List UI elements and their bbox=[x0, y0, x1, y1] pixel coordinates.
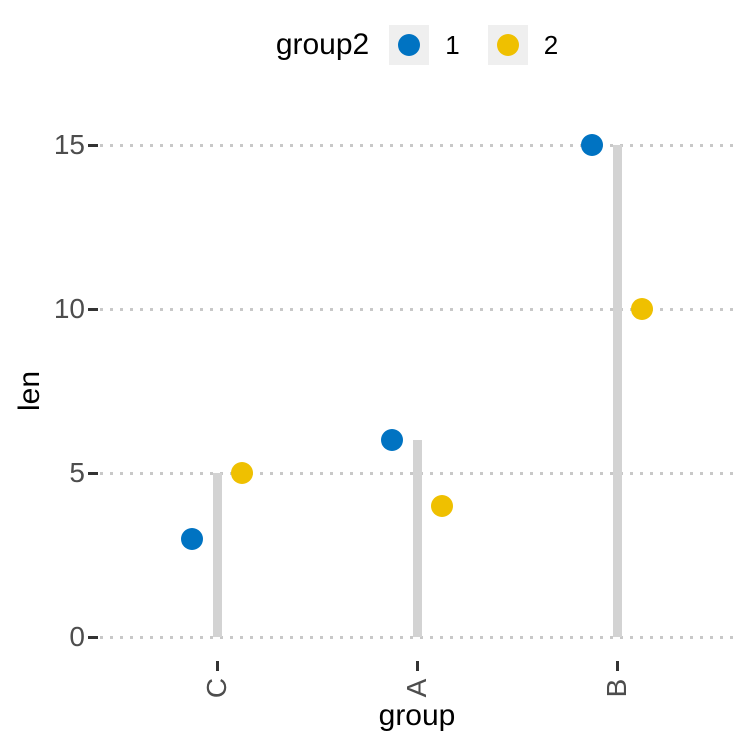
lollipop-segment bbox=[412, 440, 422, 637]
y-gridline bbox=[100, 307, 738, 311]
lollipop-segment bbox=[612, 145, 622, 637]
legend-item: 2 bbox=[487, 25, 559, 65]
legend-dot-icon bbox=[496, 34, 519, 56]
data-point-group1 bbox=[381, 429, 403, 452]
legend-item-label: 1 bbox=[445, 29, 460, 60]
y-axis-tick bbox=[88, 471, 98, 475]
x-axis-tick-label: B bbox=[601, 678, 632, 698]
x-axis-tick-label: A bbox=[401, 678, 432, 698]
legend-dot-icon bbox=[398, 34, 421, 56]
y-gridline bbox=[100, 143, 738, 147]
y-gridline bbox=[100, 635, 738, 639]
lollipop-segment bbox=[212, 473, 222, 637]
legend-key bbox=[487, 25, 528, 65]
legend-title: group2 bbox=[275, 28, 370, 61]
legend-key bbox=[389, 25, 430, 65]
x-axis-tick-label: C bbox=[201, 677, 232, 699]
data-point-group2 bbox=[431, 494, 453, 517]
legend-item-label: 2 bbox=[543, 29, 559, 60]
y-axis-tick-label: 15 bbox=[53, 129, 85, 160]
y-axis-tick bbox=[88, 143, 98, 147]
x-axis-tick bbox=[215, 661, 219, 671]
data-point-group2 bbox=[231, 462, 253, 484]
y-axis-tick-label: 0 bbox=[69, 621, 85, 652]
y-axis-tick bbox=[88, 307, 98, 311]
y-axis-tick-label: 10 bbox=[53, 293, 85, 324]
data-point-group1 bbox=[181, 527, 203, 550]
legend-item: 1 bbox=[389, 25, 460, 65]
x-axis-title: group bbox=[378, 699, 456, 732]
y-axis-title: len bbox=[13, 370, 46, 412]
y-axis-tick-label: 5 bbox=[69, 457, 85, 488]
data-point-group2 bbox=[631, 298, 653, 320]
x-axis-tick bbox=[415, 661, 419, 671]
y-axis-tick bbox=[88, 635, 98, 639]
x-axis-tick bbox=[615, 661, 619, 671]
data-point-group1 bbox=[581, 134, 603, 156]
